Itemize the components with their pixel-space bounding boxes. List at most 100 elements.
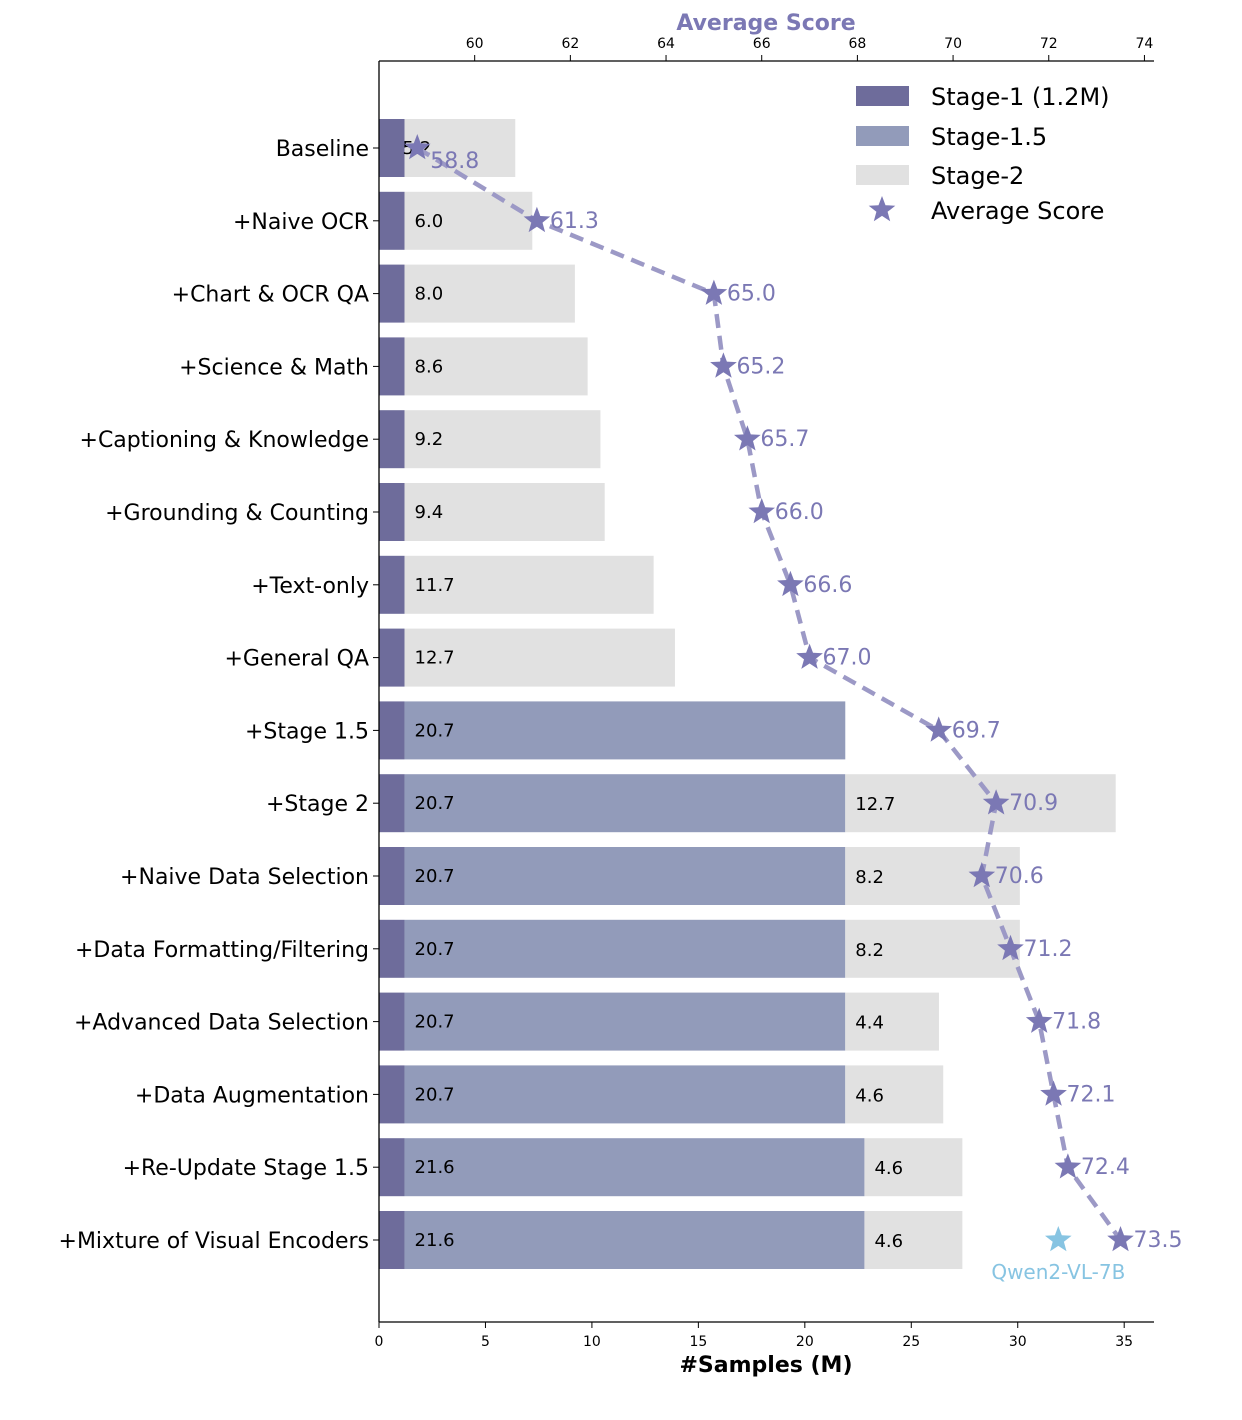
qwen2-vl-7b-label: Qwen2-VL-7B [991,1260,1125,1284]
average-score-label: 61.3 [550,209,599,234]
category-label: Baseline [276,137,369,162]
bar-stage1 [379,1065,405,1124]
bar-value-label-stage2: 4.6 [874,1158,903,1179]
top-tick-label: 66 [753,36,771,52]
x-tick-label: 5 [481,1334,490,1350]
bar-value-label: 21.6 [415,1157,455,1178]
top-tick-label: 62 [561,36,579,52]
category-label: +Data Augmentation [135,1083,369,1108]
legend-label-average-score: Average Score [931,197,1104,225]
average-score-label: 66.6 [803,573,852,598]
average-score-label: 71.2 [1023,937,1072,962]
bar-stage15 [404,1211,865,1269]
legend-label-stage2: Stage-2 [931,162,1024,190]
bar-value-label: 20.7 [415,866,455,887]
top-tick-label: 72 [1040,36,1058,52]
average-score-star [1107,1226,1134,1252]
bar-value-label-stage2: 8.2 [855,867,884,888]
bar-value-label: 11.7 [415,575,455,596]
bar-value-label: 9.2 [415,429,444,450]
bar-stage1 [379,264,405,323]
legend-swatch-stage1 [856,86,909,106]
legend-label-stage15: Stage-1.5 [931,123,1047,151]
average-score-label: 65.0 [727,282,776,307]
category-label: +Re-Update Stage 1.5 [123,1156,369,1181]
bar-value-label-stage2: 4.6 [855,1085,884,1106]
average-score-label: 58.8 [430,149,479,174]
bar-stage1 [379,701,405,760]
bar-stage1 [379,774,405,833]
legend-label-stage1: Stage-1 (1.2M) [931,83,1110,111]
category-label: +Naive OCR [233,210,369,235]
average-score-label: 66.0 [775,500,824,525]
average-score-label: 65.7 [760,427,809,452]
average-score-star [748,498,775,524]
bar-stage15 [404,919,846,978]
bar-value-label-stage2: 8.2 [855,940,884,961]
category-label: +Mixture of Visual Encoders [59,1229,369,1254]
bar-value-label: 20.7 [415,720,455,741]
x-axis-label: #Samples (M) [679,1353,852,1378]
category-label: +Advanced Data Selection [74,1011,369,1036]
bar-stage15 [404,1065,846,1124]
bar-stage1 [379,119,405,177]
bar-value-label: 20.7 [415,939,455,960]
bar-stage2 [404,628,675,687]
bar-stage2 [404,337,588,396]
category-label: +Text-only [251,574,369,599]
average-score-star [1025,1007,1053,1033]
category-label: +Stage 1.5 [245,719,369,744]
x-tick-label: 15 [689,1334,707,1350]
bar-value-label-stage2: 4.6 [874,1231,903,1252]
bar-stage1 [379,628,405,687]
bar-value-label: 8.6 [415,356,444,377]
category-label: +Grounding & Counting [105,501,369,526]
average-score-label: 73.5 [1134,1228,1183,1253]
bar-stage2 [404,555,654,614]
category-label: +Data Formatting/Filtering [75,938,369,963]
average-score-star [1040,1080,1067,1106]
bar-value-label-stage2: 12.7 [855,794,895,815]
bar-stage2 [404,191,533,250]
category-label: +Captioning & Knowledge [80,428,369,453]
top-tick-label: 60 [466,36,484,52]
average-score-label: 67.0 [823,646,872,671]
category-label: +Chart & OCR QA [172,283,369,308]
average-score-star [997,934,1024,961]
x-tick-label: 20 [796,1334,814,1350]
average-score-star [404,134,431,160]
average-score-star [982,789,1010,815]
bar-stage15 [404,774,846,833]
bar-value-label: 6.0 [415,211,444,232]
bar-stage15 [404,992,846,1051]
bar-stage1 [379,483,405,541]
bar-stage2 [845,992,939,1051]
category-label: +Science & Math [179,355,369,380]
top-tick-label: 68 [848,36,866,52]
qwen2-vl-7b-star [1045,1226,1072,1252]
legend-star-icon [868,196,896,222]
bar-stage1 [379,337,405,396]
bar-stage1 [379,1211,405,1269]
bar-value-label: 20.7 [415,1084,455,1105]
legend-swatch-stage2 [856,165,909,185]
average-score-star [700,279,728,305]
bar-stage1 [379,1138,405,1197]
category-label: +General QA [225,647,370,672]
average-score-star [777,570,804,597]
average-score-label: 69.7 [952,718,1001,743]
average-score-star [796,643,823,669]
bar-value-label: 12.7 [415,648,455,669]
bar-stage2 [845,1065,944,1124]
bar-stage15 [404,1138,865,1197]
average-score-label: 70.9 [1009,791,1058,816]
bar-stage1 [379,191,405,250]
bar-stage15 [404,847,846,905]
top-tick-label: 74 [1136,36,1154,52]
average-score-star [734,425,761,451]
average-score-star [523,206,551,233]
bar-stage1 [379,919,405,978]
bar-stage1 [379,555,405,614]
average-score-star [968,862,996,888]
